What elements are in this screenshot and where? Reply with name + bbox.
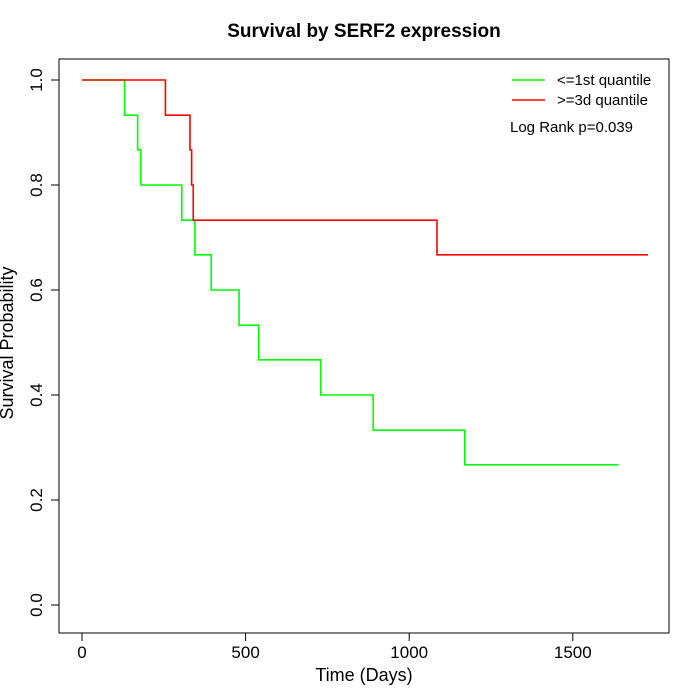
- legend-label-1: <=1st quantile: [557, 72, 651, 89]
- series-layer: [82, 79, 649, 466]
- y-tick-label: 1.0: [27, 68, 46, 92]
- plot-frame: [58, 58, 670, 634]
- x-tick-label: 1000: [390, 643, 428, 662]
- y-tick-label: 0.2: [27, 488, 46, 512]
- x-tick-label: 0: [77, 643, 86, 662]
- x-tick-label: 500: [231, 643, 259, 662]
- x-axis: 0 500 1000 1500: [77, 632, 592, 662]
- x-axis-label: Time (Days): [315, 665, 412, 685]
- y-axis-label: Survival Probability: [0, 266, 17, 419]
- x-tick-label: 1500: [554, 643, 592, 662]
- chart-title: Survival by SERF2 expression: [227, 21, 501, 42]
- y-tick-label: 0.8: [27, 173, 46, 197]
- y-axis: 0.0 0.2 0.4 0.6 0.8 1.0: [27, 68, 60, 617]
- survival-curve-1: [82, 79, 619, 466]
- survival-curve-2: [82, 79, 649, 256]
- y-tick-label: 0.0: [27, 593, 46, 617]
- legend: <=1st quantile >=3d quantile: [512, 72, 651, 109]
- legend-label-2: >=3d quantile: [557, 92, 648, 109]
- y-tick-label: 0.6: [27, 278, 46, 302]
- log-rank-annotation: Log Rank p=0.039: [510, 119, 633, 136]
- y-tick-label: 0.4: [27, 383, 46, 407]
